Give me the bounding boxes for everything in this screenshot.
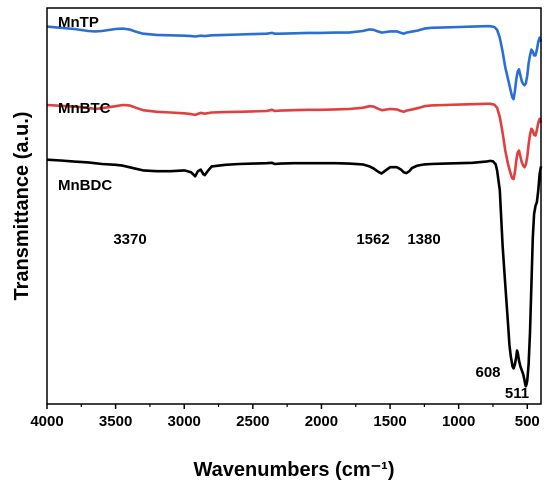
x-tick-label: 3000 bbox=[168, 413, 201, 430]
x-axis-ticks: 4000 3500 3000 2500 2000 1500 1000 500 bbox=[30, 404, 540, 430]
series-label-mnbtc: MnBTC bbox=[58, 100, 111, 117]
peak-annotations: 3370 1562 1380 608 511 bbox=[113, 231, 529, 402]
x-tick-label: 4000 bbox=[30, 413, 63, 430]
x-axis-title: Wavenumbers (cm⁻¹) bbox=[194, 459, 395, 481]
series-label-mnbdc: MnBDC bbox=[58, 177, 112, 194]
x-tick-label: 3500 bbox=[99, 413, 132, 430]
peak-label-511: 511 bbox=[505, 385, 529, 402]
series-line-mnbtc bbox=[46, 102, 543, 181]
peak-label-3370: 3370 bbox=[113, 231, 146, 248]
peak-label-1380: 1380 bbox=[407, 231, 440, 248]
peak-label-1562: 1562 bbox=[356, 231, 389, 248]
x-tick-label: 1500 bbox=[373, 413, 406, 430]
x-tick-label: 1000 bbox=[442, 413, 475, 430]
series-labels: MnTP MnBTC MnBDC bbox=[58, 14, 112, 194]
y-axis-title: Transmittance (a.u.) bbox=[11, 112, 33, 301]
x-tick-label: 500 bbox=[515, 413, 540, 430]
x-tick-label: 2500 bbox=[236, 413, 269, 430]
series-line-mnbdc bbox=[46, 158, 543, 388]
plot-area-frame bbox=[46, 7, 542, 405]
peak-label-608: 608 bbox=[475, 364, 500, 381]
plot-lines bbox=[46, 24, 543, 388]
x-tick-label: 2000 bbox=[305, 413, 338, 430]
series-label-mntp: MnTP bbox=[58, 14, 99, 31]
series-line-mntp bbox=[46, 24, 543, 101]
